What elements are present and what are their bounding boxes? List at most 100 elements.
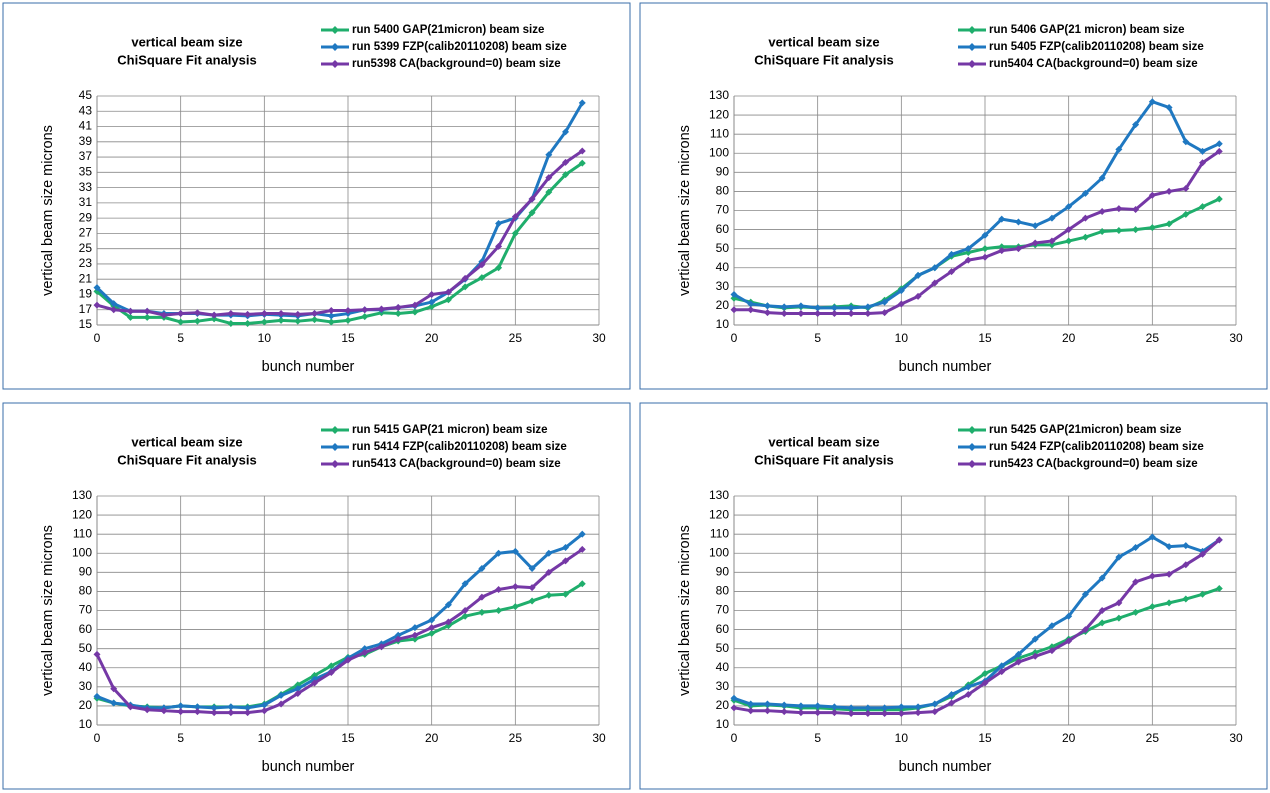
data-point bbox=[311, 679, 319, 687]
data-point bbox=[495, 219, 503, 227]
chart-panel: 10 20 30 40 50 60 70 80 90 100 110 120 130 0 5 10 15 20 25… bbox=[639, 402, 1268, 790]
y-tick-label: 80 bbox=[716, 584, 730, 598]
y-tick-label: 10 bbox=[716, 717, 730, 731]
data-point bbox=[1182, 561, 1190, 569]
y-tick-label: 110 bbox=[710, 526, 729, 540]
y-tick-label: 45 bbox=[79, 88, 93, 102]
x-tick-label: 0 bbox=[94, 731, 101, 745]
x-tick-label: 0 bbox=[94, 331, 101, 345]
data-point bbox=[327, 669, 335, 677]
data-point bbox=[428, 624, 436, 632]
legend-marker bbox=[331, 60, 339, 68]
legend-marker bbox=[968, 43, 976, 51]
data-point bbox=[1115, 553, 1123, 561]
data-point bbox=[931, 264, 939, 272]
data-point bbox=[428, 303, 436, 311]
data-point bbox=[478, 274, 486, 282]
x-tick-label: 10 bbox=[258, 731, 272, 745]
data-point bbox=[1098, 227, 1106, 235]
data-point bbox=[1215, 147, 1223, 155]
data-point bbox=[1132, 608, 1140, 616]
data-point bbox=[394, 635, 402, 643]
data-point bbox=[244, 704, 252, 712]
data-point bbox=[193, 317, 201, 325]
data-point bbox=[227, 703, 235, 711]
data-point bbox=[964, 690, 972, 698]
data-point bbox=[1115, 145, 1123, 153]
y-tick-label: 19 bbox=[79, 287, 93, 301]
data-point bbox=[428, 290, 436, 298]
panel-border bbox=[2, 2, 631, 390]
chart-title: vertical beam size bbox=[131, 34, 242, 49]
data-point bbox=[1148, 533, 1156, 541]
data-point bbox=[914, 709, 922, 717]
legend-label: run 5400 GAP(21micron) beam size bbox=[352, 24, 544, 36]
data-point bbox=[847, 304, 855, 312]
y-tick-label: 100 bbox=[72, 545, 92, 559]
data-point bbox=[814, 702, 822, 710]
x-tick-label: 25 bbox=[1146, 331, 1160, 345]
data-point bbox=[948, 690, 956, 698]
data-point bbox=[964, 256, 972, 264]
data-point bbox=[294, 690, 302, 698]
y-tick-label: 29 bbox=[79, 210, 93, 224]
data-point bbox=[1014, 650, 1022, 658]
data-point bbox=[730, 306, 738, 314]
data-point bbox=[1048, 237, 1056, 245]
data-point bbox=[227, 319, 235, 327]
data-point bbox=[964, 683, 972, 691]
data-point bbox=[1215, 140, 1223, 148]
data-point bbox=[361, 306, 369, 314]
data-point bbox=[311, 310, 319, 318]
y-tick-label: 120 bbox=[709, 107, 729, 121]
y-tick-label: 130 bbox=[72, 488, 92, 502]
data-point bbox=[1199, 147, 1207, 155]
y-axis-label: vertical beam size microns bbox=[677, 125, 693, 296]
data-point bbox=[110, 699, 118, 707]
data-point bbox=[160, 707, 168, 715]
data-point bbox=[461, 283, 469, 291]
data-point bbox=[578, 545, 586, 553]
data-point bbox=[495, 607, 503, 614]
data-point bbox=[327, 662, 335, 670]
data-point bbox=[814, 310, 822, 318]
y-tick-label: 60 bbox=[716, 622, 730, 636]
legend-label: run5404 CA(background=0) beam size bbox=[989, 58, 1198, 70]
y-tick-label: 110 bbox=[710, 126, 729, 140]
data-point bbox=[545, 174, 553, 182]
x-tick-label: 5 bbox=[177, 331, 184, 345]
data-point bbox=[411, 631, 419, 639]
legend-marker bbox=[968, 426, 976, 434]
series-line bbox=[96, 161, 584, 325]
data-point bbox=[126, 313, 134, 321]
data-point bbox=[545, 568, 553, 576]
data-point bbox=[1031, 222, 1039, 230]
data-point bbox=[1215, 536, 1223, 544]
data-point bbox=[562, 590, 570, 598]
y-tick-label: 100 bbox=[709, 145, 729, 159]
data-point bbox=[763, 309, 771, 317]
data-point bbox=[562, 128, 570, 136]
data-point bbox=[478, 261, 486, 269]
data-point bbox=[1098, 619, 1106, 627]
y-tick-label: 39 bbox=[79, 134, 93, 148]
x-tick-label: 0 bbox=[731, 331, 738, 345]
y-tick-label: 100 bbox=[709, 545, 729, 559]
chart-subtitle: ChiSquare Fit analysis bbox=[117, 452, 256, 467]
data-point bbox=[1048, 622, 1056, 630]
data-point bbox=[1199, 590, 1207, 598]
data-point bbox=[578, 159, 586, 167]
data-point bbox=[1182, 185, 1190, 193]
data-point bbox=[998, 215, 1006, 223]
y-tick-label: 20 bbox=[79, 698, 93, 712]
y-tick-label: 80 bbox=[716, 184, 730, 198]
data-point bbox=[511, 547, 519, 555]
data-point bbox=[327, 312, 335, 320]
data-point bbox=[210, 311, 218, 319]
series-line bbox=[95, 548, 584, 715]
data-point bbox=[931, 700, 939, 708]
data-point bbox=[1065, 226, 1073, 234]
data-point bbox=[461, 274, 469, 282]
data-point bbox=[998, 243, 1006, 251]
